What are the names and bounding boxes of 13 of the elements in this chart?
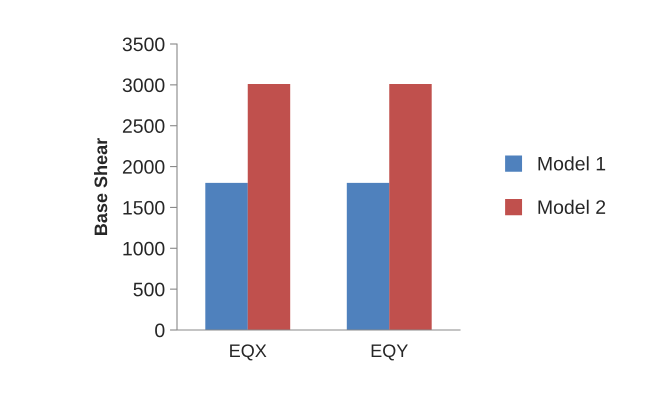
y-tick-label: 1000 <box>123 242 164 256</box>
y-tick-label: 1500 <box>123 200 164 215</box>
y-tick-label: 2000 <box>122 160 164 174</box>
legend-label: Model 2 <box>538 200 606 214</box>
y-tick-label: 3500 <box>122 37 164 52</box>
y-tick-label: 0 <box>155 323 164 338</box>
legend-label: Model 1 <box>538 156 606 171</box>
y-tick-label: 3000 <box>122 78 164 92</box>
x-tick-label: EQY <box>372 344 408 360</box>
x-tick-label: EQX <box>230 344 266 360</box>
y-axis-title: Base Shear <box>94 138 108 235</box>
y-tick-label: 500 <box>134 282 164 296</box>
y-tick-label: 2500 <box>122 119 164 133</box>
